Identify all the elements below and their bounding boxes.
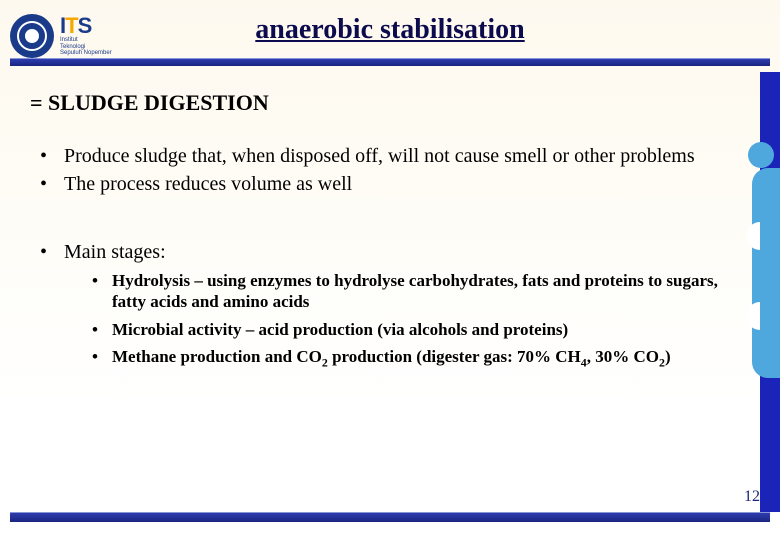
sub-bullet-text-a: Methane production and CO [112,347,322,366]
sub-bullet-text-b: production (digester gas: 70% CH [328,347,581,366]
sub-bullet-text-d: ) [665,347,671,366]
bullet-item: The process reduces volume as well [40,172,740,196]
sub-bullet-text-c: , 30% CO [587,347,659,366]
content-area: = SLUDGE DIGESTION Produce sludge that, … [30,90,740,376]
logo-sub-3: Sepuluh Nopember [60,50,112,57]
bullet-list: Produce sludge that, when disposed off, … [30,144,740,196]
right-decoration [746,72,780,512]
sub-bullet-item: Hydrolysis – using enzymes to hydrolyse … [92,270,740,313]
bullet-text: The process reduces volume as well [64,173,352,195]
footer-rule [10,512,770,522]
slide-title: anaerobic stabilisation [0,14,780,46]
sub-bullet-text: Hydrolysis – using enzymes to hydrolyse … [112,271,718,311]
bullet-item: Produce sludge that, when disposed off, … [40,144,740,168]
bullet-text: Main stages: [64,241,166,263]
page-number: 12 [744,488,760,506]
sub-bullet-item: Microbial activity – acid production (vi… [92,319,740,340]
slide: ITS Institut Teknologi Sepuluh Nopember … [0,0,780,540]
sub-bullet-list: Hydrolysis – using enzymes to hydrolyse … [64,270,740,370]
sub-bullet-item: Methane production and CO2 production (d… [92,346,740,370]
header-rule [10,58,770,66]
sub-bullet-text: Microbial activity – acid production (vi… [112,320,568,339]
bullet-list-2: Main stages: Hydrolysis – using enzymes … [30,240,740,370]
subtitle: = SLUDGE DIGESTION [30,90,740,116]
bullet-text: Produce sludge that, when disposed off, … [64,145,695,167]
bullet-item: Main stages: Hydrolysis – using enzymes … [40,240,740,370]
